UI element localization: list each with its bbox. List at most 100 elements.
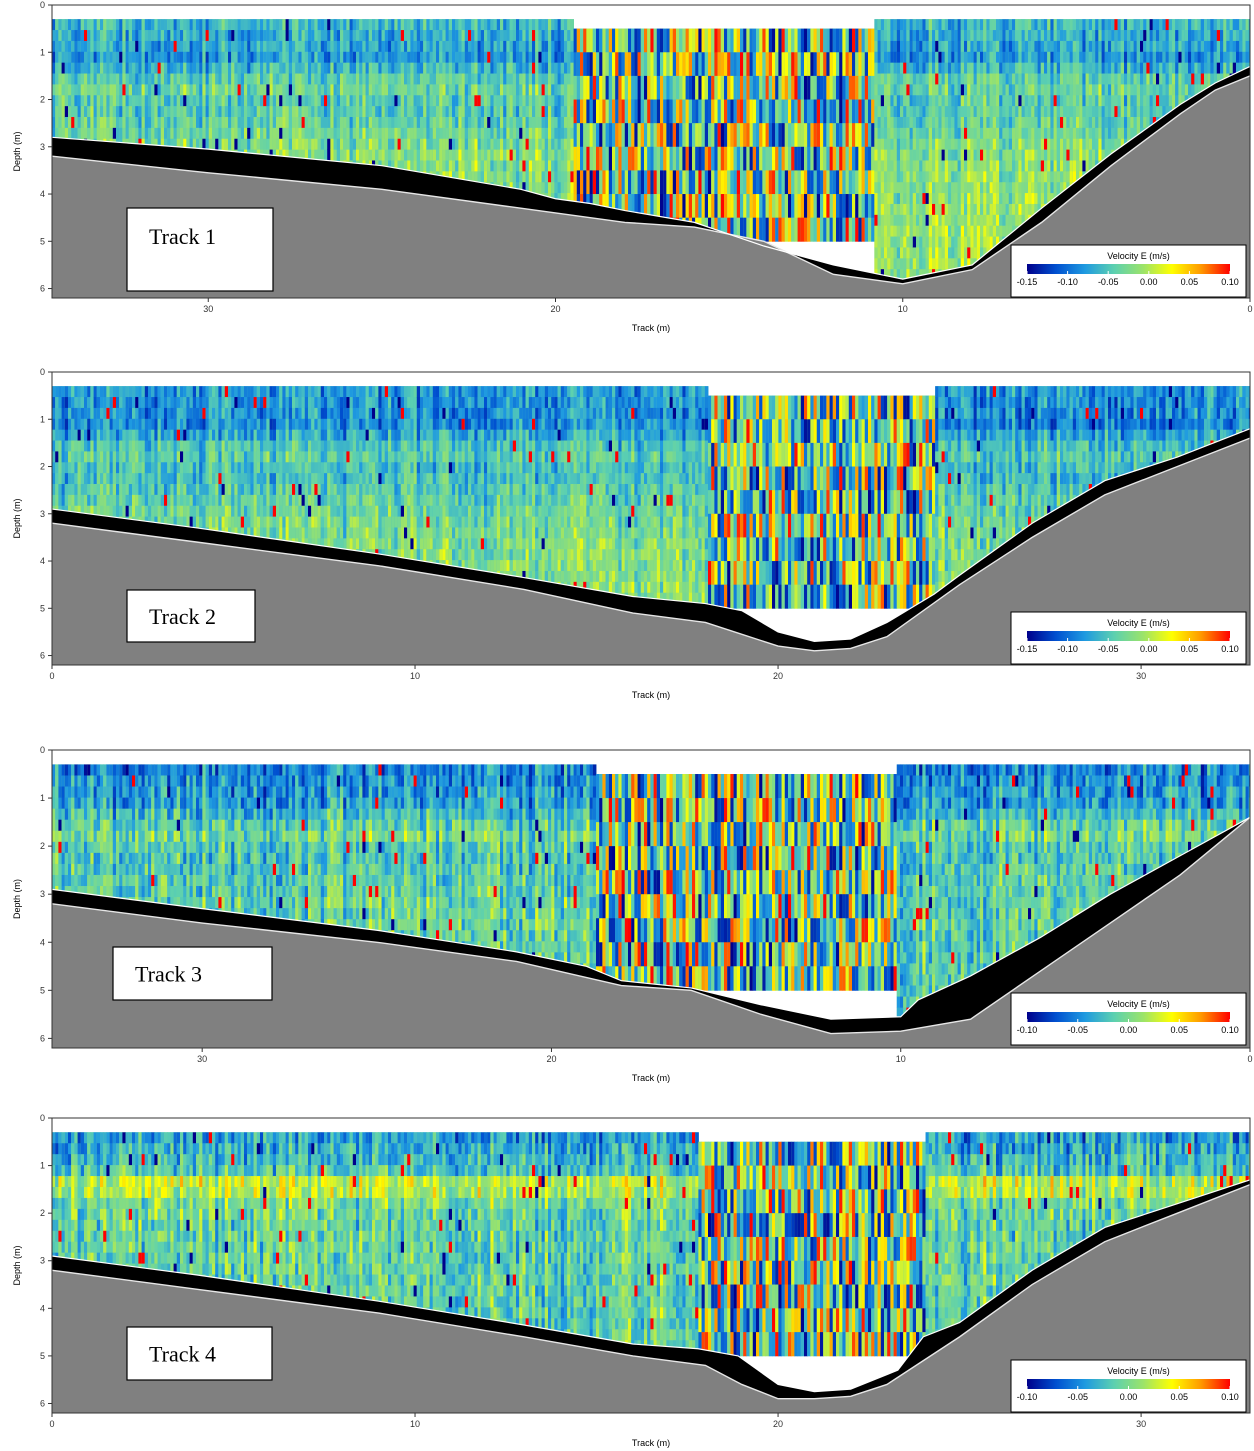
heatmap-cell bbox=[1111, 95, 1115, 107]
heatmap-cell bbox=[439, 84, 443, 96]
heatmap-cell bbox=[205, 19, 210, 31]
heatmap-cell bbox=[362, 127, 366, 140]
heatmap-cell bbox=[183, 95, 187, 107]
heatmap-cell bbox=[285, 117, 290, 129]
heatmap-cell bbox=[1124, 106, 1128, 118]
heatmap-cell bbox=[503, 30, 507, 42]
heatmap-cell bbox=[464, 30, 469, 42]
heatmap-cell bbox=[896, 149, 901, 161]
heatmap-cell bbox=[512, 182, 517, 189]
heatmap-cell bbox=[839, 52, 843, 77]
heatmap-cell bbox=[996, 62, 1000, 74]
heatmap-cell bbox=[477, 40, 482, 53]
heatmap-cell bbox=[541, 62, 546, 74]
heatmap-cell bbox=[228, 117, 232, 129]
heatmap-cell bbox=[906, 62, 910, 74]
heatmap-cell bbox=[116, 84, 120, 96]
heatmap-cell bbox=[903, 138, 907, 151]
heatmap-cell bbox=[836, 217, 840, 242]
heatmap-cell bbox=[301, 106, 306, 118]
heatmap-cell bbox=[234, 30, 238, 42]
heatmap-cell bbox=[1002, 51, 1006, 64]
heatmap-cell bbox=[884, 258, 888, 270]
heatmap-cell bbox=[922, 62, 926, 74]
heatmap-cell bbox=[941, 203, 946, 216]
heatmap-cell bbox=[746, 28, 750, 53]
heatmap-cell bbox=[628, 75, 632, 100]
heatmap-cell bbox=[1117, 106, 1122, 118]
heatmap-cell bbox=[1015, 106, 1019, 118]
heatmap-cell bbox=[669, 170, 674, 195]
heatmap-cell bbox=[400, 30, 405, 42]
heatmap-cell bbox=[68, 51, 72, 64]
heatmap-cell bbox=[112, 127, 117, 140]
heatmap-cell bbox=[1082, 19, 1086, 31]
heatmap-cell bbox=[250, 19, 254, 31]
heatmap-cell bbox=[455, 30, 459, 42]
heatmap-cell bbox=[848, 217, 853, 242]
heatmap-cell bbox=[372, 62, 376, 74]
heatmap-cell bbox=[423, 30, 427, 42]
heatmap-cell bbox=[644, 123, 648, 148]
heatmap-cell bbox=[759, 170, 763, 195]
heatmap-cell bbox=[442, 95, 446, 107]
heatmap-cell bbox=[957, 30, 962, 42]
heatmap-cell bbox=[260, 19, 264, 31]
heatmap-cell bbox=[720, 75, 725, 100]
heatmap-cell bbox=[1101, 95, 1106, 107]
heatmap-cell bbox=[608, 28, 613, 53]
heatmap-cell bbox=[922, 138, 926, 151]
heatmap-cell bbox=[144, 19, 149, 31]
heatmap-cell bbox=[701, 170, 706, 195]
heatmap-cell bbox=[1079, 117, 1083, 129]
heatmap-cell bbox=[522, 73, 526, 85]
heatmap-cell bbox=[999, 51, 1003, 64]
heatmap-cell bbox=[884, 171, 888, 183]
heatmap-cell bbox=[989, 51, 994, 64]
heatmap-cell bbox=[55, 117, 59, 129]
heatmap-cell bbox=[800, 146, 805, 171]
heatmap-cell bbox=[544, 106, 549, 118]
heatmap-cell bbox=[1108, 117, 1112, 129]
heatmap-cell bbox=[989, 193, 994, 205]
heatmap-cell bbox=[884, 73, 888, 85]
heatmap-cell bbox=[186, 62, 190, 74]
heatmap-cell bbox=[733, 123, 738, 148]
heatmap-cell bbox=[551, 193, 555, 199]
heatmap-cell bbox=[372, 73, 376, 85]
heatmap-cell bbox=[532, 19, 536, 31]
heatmap-cell bbox=[231, 138, 235, 151]
heatmap-cell bbox=[877, 182, 882, 194]
heatmap-cell bbox=[832, 123, 837, 148]
heatmap-cell bbox=[269, 30, 274, 42]
heatmap-cell bbox=[1076, 84, 1080, 96]
heatmap-cell bbox=[496, 95, 501, 107]
heatmap-cell bbox=[308, 149, 312, 160]
heatmap-cell bbox=[647, 146, 651, 171]
heatmap-cell bbox=[461, 84, 466, 96]
heatmap-cell bbox=[308, 51, 312, 64]
heatmap-cell bbox=[93, 95, 98, 107]
heatmap-cell bbox=[714, 170, 718, 195]
heatmap-cell bbox=[503, 138, 507, 151]
heatmap-cell bbox=[119, 30, 123, 42]
heatmap-cell bbox=[1040, 160, 1045, 172]
heatmap-cell bbox=[730, 146, 734, 171]
heatmap-cell bbox=[330, 40, 334, 53]
heatmap-cell bbox=[343, 127, 347, 140]
heatmap-cell bbox=[128, 95, 133, 107]
heatmap-cell bbox=[381, 84, 386, 96]
heatmap-cell bbox=[487, 84, 491, 96]
heatmap-cell bbox=[887, 62, 891, 74]
heatmap-cell bbox=[68, 73, 72, 85]
heatmap-cell bbox=[397, 30, 402, 42]
velocity-heatmap bbox=[52, 19, 1250, 280]
heatmap-cell bbox=[756, 170, 760, 195]
heatmap-cell bbox=[727, 75, 731, 100]
heatmap-cell bbox=[1108, 19, 1112, 31]
heatmap-cell bbox=[880, 30, 885, 42]
heatmap-cell bbox=[557, 171, 562, 183]
heatmap-cell bbox=[250, 84, 254, 96]
heatmap-cell bbox=[208, 127, 213, 140]
heatmap-cell bbox=[640, 146, 645, 171]
